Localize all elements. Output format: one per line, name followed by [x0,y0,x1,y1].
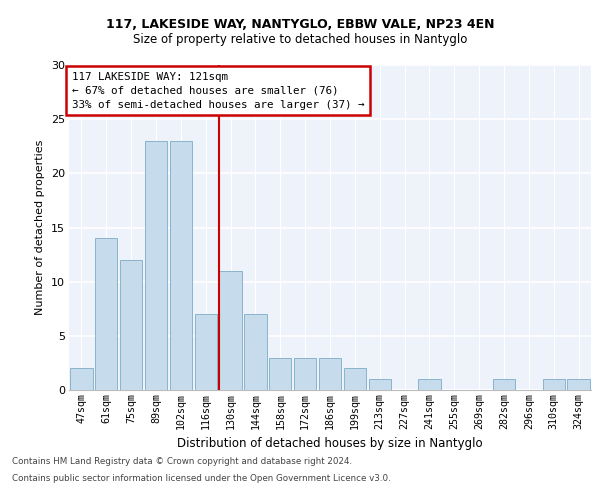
Bar [568,379,590,390]
Bar [368,379,391,390]
Text: Contains HM Land Registry data © Crown copyright and database right 2024.: Contains HM Land Registry data © Crown c… [12,458,352,466]
Bar [344,368,366,390]
Text: Size of property relative to detached houses in Nantyglo: Size of property relative to detached ho… [133,32,467,46]
Text: Contains public sector information licensed under the Open Government Licence v3: Contains public sector information licen… [12,474,391,483]
Bar [170,141,192,390]
Bar [95,238,118,390]
X-axis label: Distribution of detached houses by size in Nantyglo: Distribution of detached houses by size … [177,437,483,450]
Bar [220,271,242,390]
Bar [418,379,440,390]
Bar [244,314,266,390]
Bar [269,358,292,390]
Bar [542,379,565,390]
Bar [145,141,167,390]
Bar [194,314,217,390]
Text: 117 LAKESIDE WAY: 121sqm
← 67% of detached houses are smaller (76)
33% of semi-d: 117 LAKESIDE WAY: 121sqm ← 67% of detach… [71,72,364,110]
Bar [294,358,316,390]
Bar [70,368,92,390]
Bar [493,379,515,390]
Text: 117, LAKESIDE WAY, NANTYGLO, EBBW VALE, NP23 4EN: 117, LAKESIDE WAY, NANTYGLO, EBBW VALE, … [106,18,494,30]
Bar [319,358,341,390]
Bar [120,260,142,390]
Y-axis label: Number of detached properties: Number of detached properties [35,140,45,315]
